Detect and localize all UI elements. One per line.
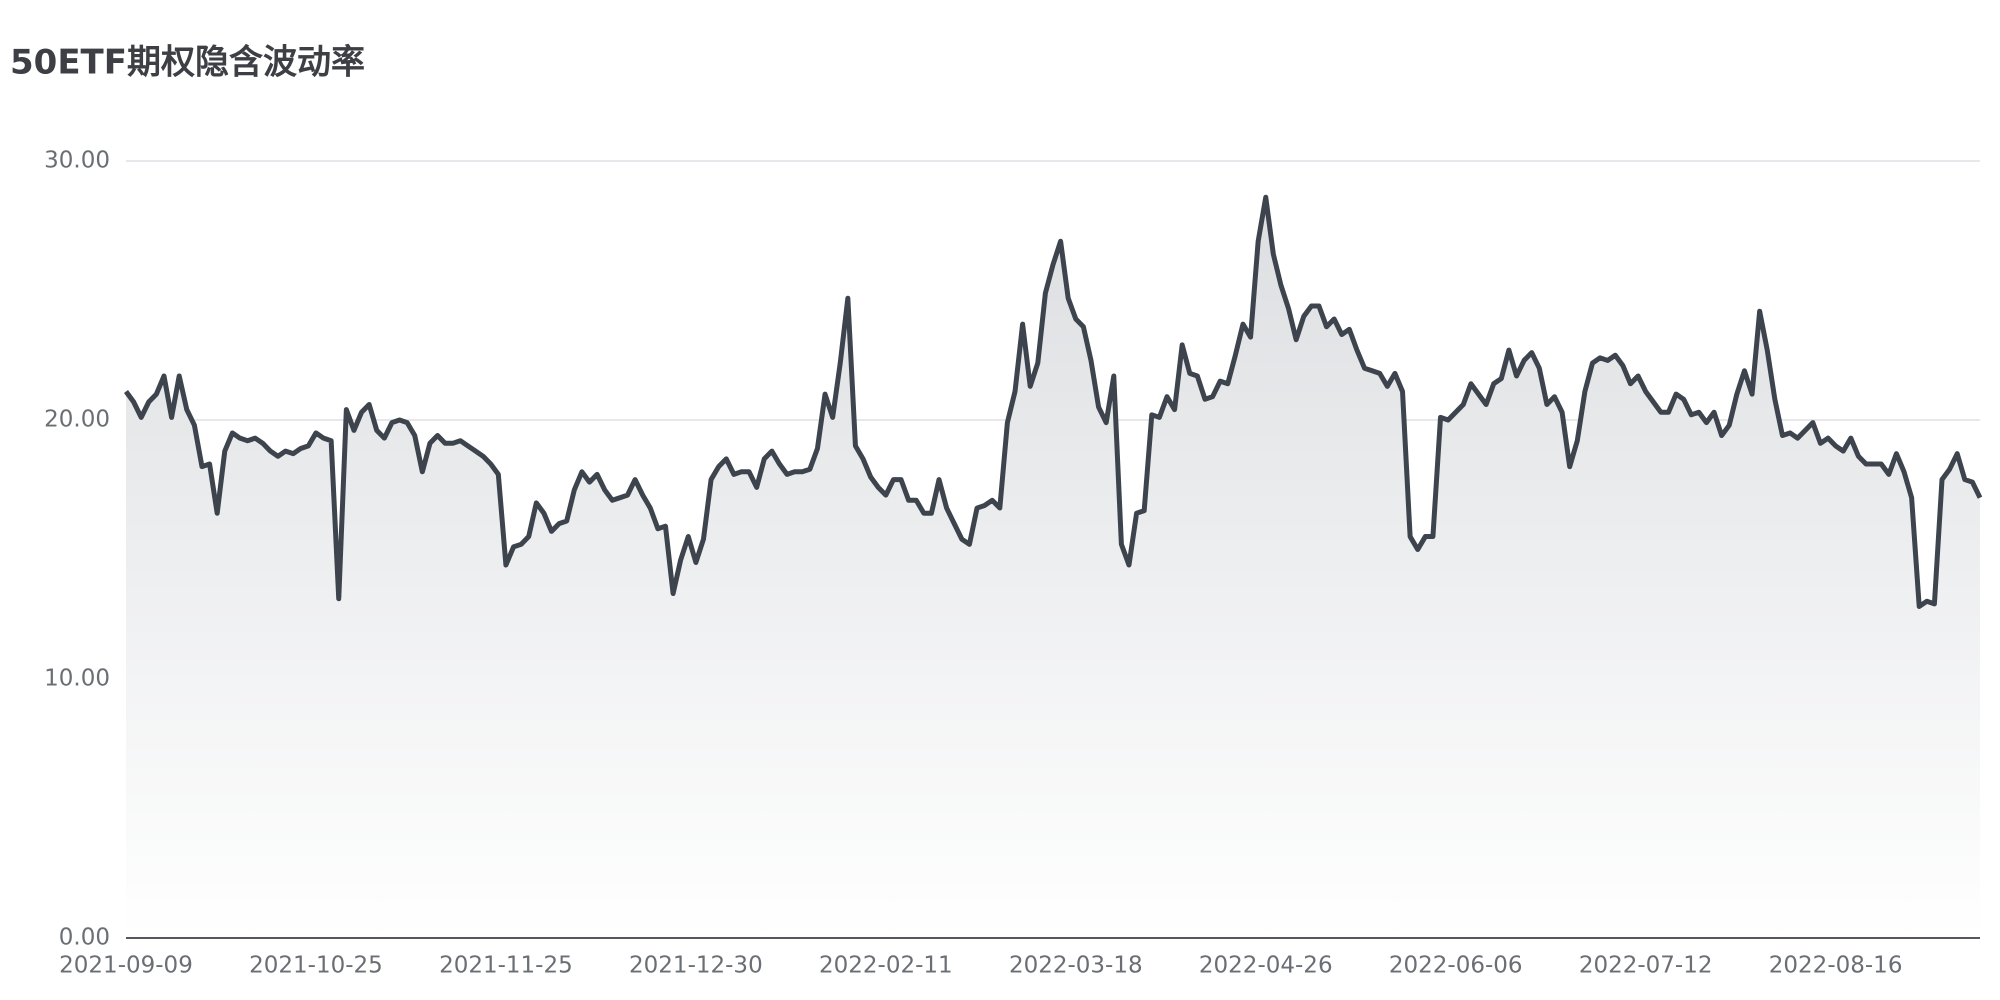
x-tick-label: 2022-06-06: [1389, 953, 1523, 979]
area: [126, 197, 1980, 938]
x-tick-label: 2021-09-09: [59, 953, 193, 979]
x-tick-label: 2022-03-18: [1009, 953, 1143, 979]
y-tick-label: 0.00: [59, 925, 110, 951]
y-tick-label: 10.00: [44, 666, 110, 692]
x-tick-label: 2022-04-26: [1199, 953, 1333, 979]
x-tick-label: 2021-10-25: [249, 953, 383, 979]
x-tick-label: 2022-08-16: [1769, 953, 1903, 979]
x-tick-label: 2021-12-30: [629, 953, 763, 979]
x-tick-label: 2021-11-25: [439, 953, 573, 979]
x-tick-label: 2022-02-11: [819, 953, 953, 979]
chart-title: 50ETF期权隐含波动率: [10, 43, 365, 83]
y-tick-label: 30.00: [44, 148, 110, 174]
y-tick-label: 20.00: [44, 407, 110, 433]
x-tick-label: 2022-07-12: [1579, 953, 1713, 979]
line: [123, 194, 1983, 609]
